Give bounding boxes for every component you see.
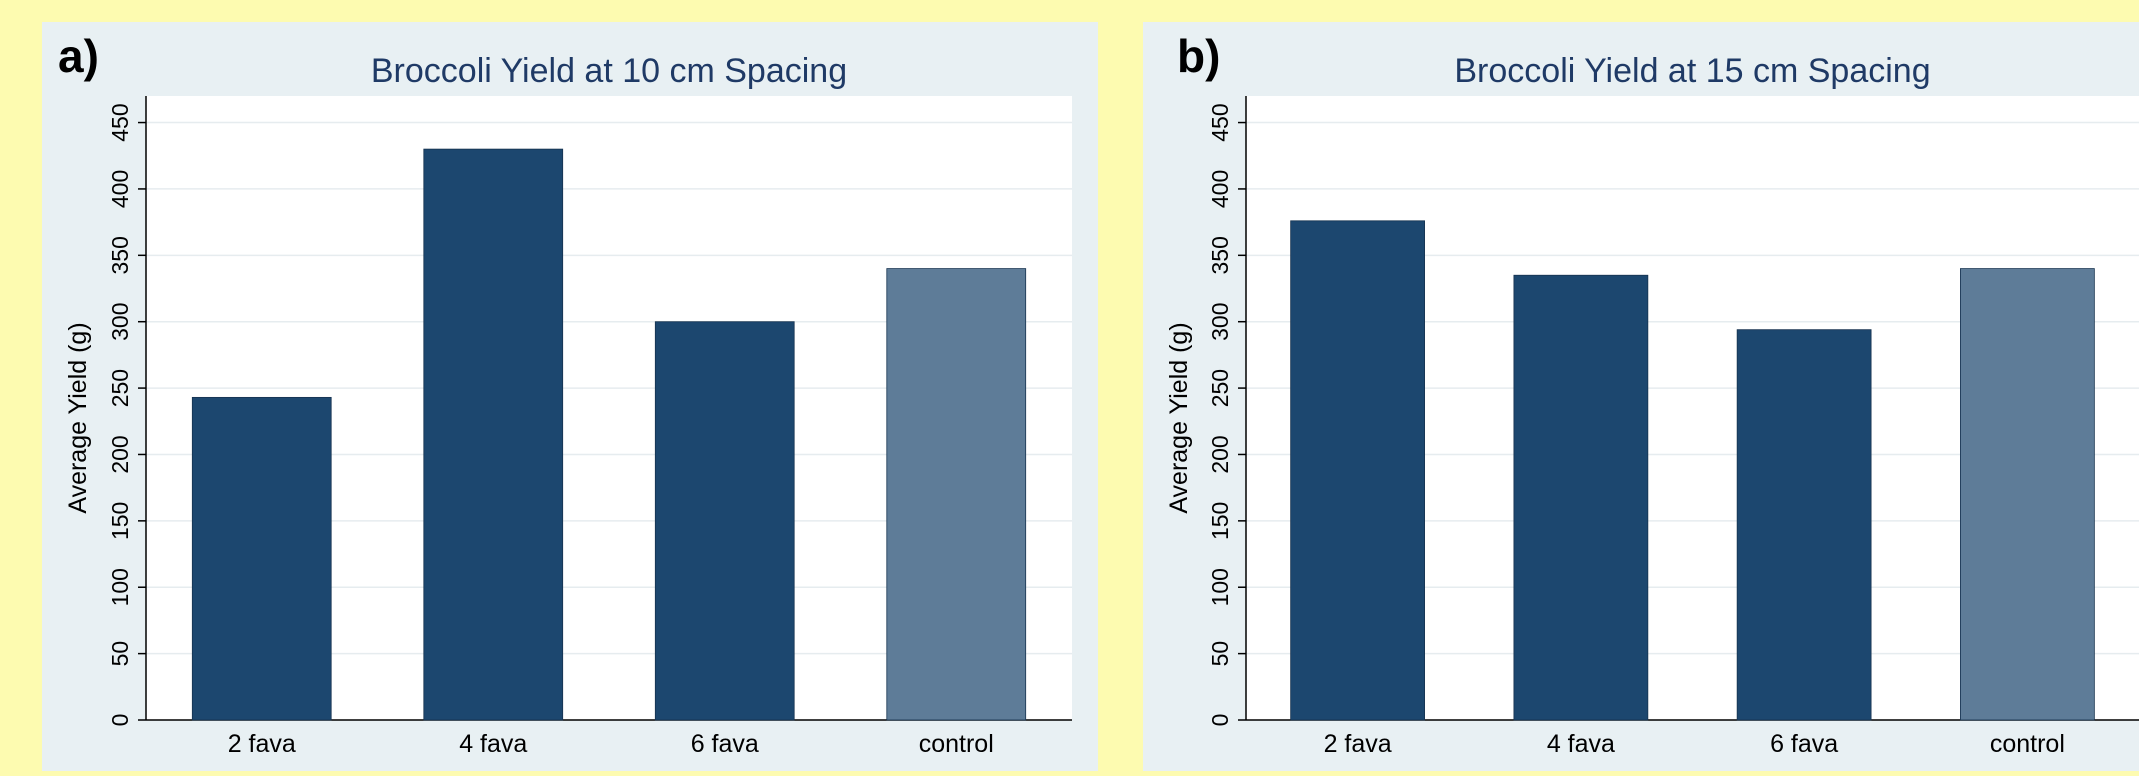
bar-4-fava [423,148,564,721]
bar-2-fava [191,396,332,721]
chart-panel-b: 0 50 100 150 200 250 300 350 400 450 2 fava 4 fava 6… [1143,22,2139,771]
bar-control [886,268,1027,721]
x-tick-label: 2 fava [228,730,296,758]
y-tick-label: 100 [1207,568,1233,606]
y-tick-label: 150 [107,502,133,540]
chart-title: Broccoli Yield at 10 cm Spacing [371,52,847,90]
x-tick-label: control [919,730,994,758]
y-tick-label: 300 [107,303,133,341]
bar-6-fava [654,321,795,721]
y-axis-label: Average Yield (g) [64,322,92,513]
x-tick-label: 4 fava [1547,730,1615,758]
bar-2-fava [1290,220,1426,721]
y-tick-label: 0 [107,714,133,727]
y-tick-label: 350 [1207,236,1233,274]
chart-title: Broccoli Yield at 15 cm Spacing [1454,52,1930,90]
bar-control [1960,268,2095,721]
panel-tag: b) [1177,30,1220,82]
x-tick-label: 4 fava [459,730,527,758]
y-tick-label: 100 [107,568,133,606]
y-tick-label: 200 [107,435,133,473]
y-tick-label: 350 [107,236,133,274]
y-tick-label: 400 [107,170,133,208]
y-tick-label: 0 [1207,714,1233,727]
x-tick-label: 6 fava [1770,730,1838,758]
bar-4-fava [1513,274,1649,721]
y-tick-label: 300 [1207,303,1233,341]
y-tick-label: 200 [1207,435,1233,473]
y-tick-label: 150 [1207,502,1233,540]
bar-6-fava [1736,329,1872,721]
y-axis-label: Average Yield (g) [1165,322,1193,513]
y-tick-label: 50 [1207,641,1233,667]
y-tick-label: 50 [107,641,133,667]
x-tick-label: 2 fava [1324,730,1392,758]
y-tick-label: 250 [107,369,133,407]
y-tick-label: 450 [107,103,133,141]
chart-panel-a: 0 50 100 150 200 250 300 350 400 450 2 fava 4 fava 6… [42,22,1098,771]
y-tick-label: 250 [1207,369,1233,407]
x-tick-label: 6 fava [691,730,759,758]
x-tick-label: control [1990,730,2065,758]
y-tick-label: 400 [1207,170,1233,208]
panel-tag: a) [58,30,99,82]
y-tick-label: 450 [1207,103,1233,141]
